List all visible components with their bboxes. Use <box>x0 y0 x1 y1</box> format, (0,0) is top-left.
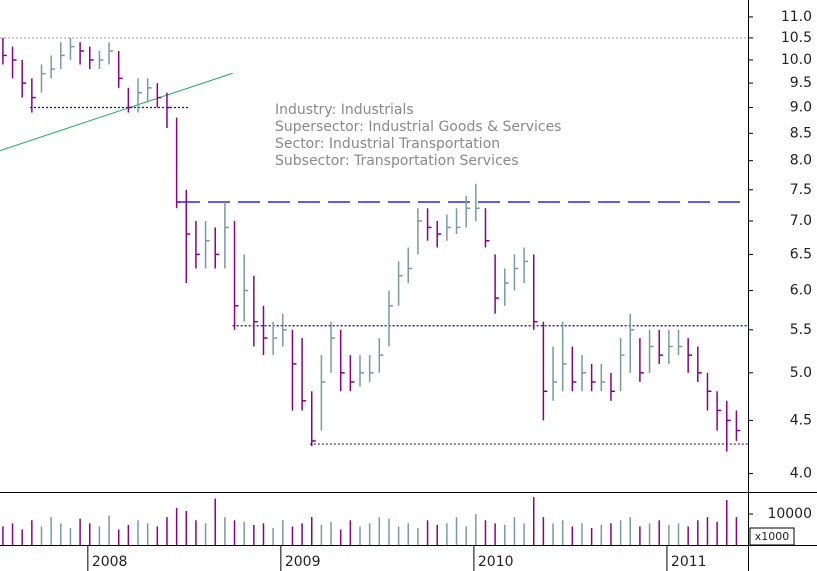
y-tick-label: 9.5 <box>790 75 812 91</box>
y-tick-label: 10.5 <box>781 30 812 46</box>
x-tick-label: 2011 <box>671 554 707 570</box>
y-tick-label: 8.0 <box>790 153 812 169</box>
y-tick-label: 11.0 <box>781 9 812 25</box>
y-tick-label: 4.5 <box>790 412 812 428</box>
annotation: Industry: Industrials <box>275 102 414 118</box>
y-tick-label: 4.0 <box>790 466 812 482</box>
trendline <box>0 72 233 152</box>
y-tick-label: 8.5 <box>790 125 812 141</box>
y-tick-label: 6.0 <box>790 283 812 299</box>
annotation: Supersector: Industrial Goods & Services <box>275 119 561 135</box>
unit-box <box>749 527 795 546</box>
y-tick-label: 10.0 <box>781 52 812 68</box>
annotation: Sector: Industrial Transportation <box>275 136 500 152</box>
volume-tick-label: 10000 <box>767 506 812 522</box>
y-tick-label: 5.0 <box>790 365 812 381</box>
annotation: Subsector: Transportation Services <box>275 153 519 169</box>
y-tick-label: 6.5 <box>790 246 812 262</box>
x-tick-label: 2010 <box>478 554 514 570</box>
y-tick-label: 7.0 <box>790 213 812 229</box>
y-tick-label: 7.5 <box>790 182 812 198</box>
y-tick-label: 5.5 <box>790 322 812 338</box>
x-tick-label: 2008 <box>92 554 128 570</box>
y-tick-label: 9.0 <box>790 100 812 116</box>
x-tick-label: 2009 <box>285 554 321 570</box>
volume-unit: x1000 <box>755 530 790 543</box>
